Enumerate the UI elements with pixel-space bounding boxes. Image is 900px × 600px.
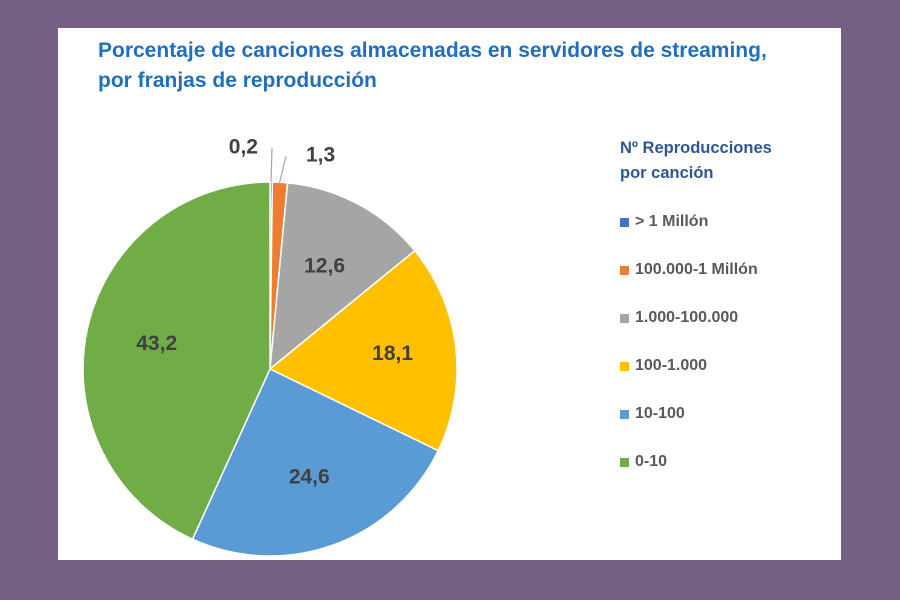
chart-title: Porcentaje de canciones almacenadas en s… xyxy=(98,36,798,96)
legend-item-4: 10-100 xyxy=(620,390,830,438)
data-label-0: 0,2 xyxy=(229,136,258,159)
legend-item-0: > 1 Millón xyxy=(620,198,830,246)
legend-swatch-1 xyxy=(620,265,629,275)
legend: Nº Reproducciones por canción > 1 Millón… xyxy=(620,136,830,486)
pie-slice-5 xyxy=(82,181,271,541)
legend-title: Nº Reproducciones por canción xyxy=(620,136,830,186)
legend-swatch-0 xyxy=(620,217,629,227)
data-label-2: 12,6 xyxy=(304,254,345,277)
pie-slice-2 xyxy=(269,182,416,371)
pie-slice-3 xyxy=(268,249,458,452)
legend-label-5: 0-10 xyxy=(635,453,668,470)
legend-title-line-2: por canción xyxy=(620,164,714,182)
legend-items: > 1 Millón 100.000-1 Millón 1.000-100.000 1… xyxy=(620,198,830,486)
legend-label-1: 100.000-1 Millón xyxy=(635,261,758,278)
legend-swatch-3 xyxy=(620,361,629,371)
data-label-3: 18,1 xyxy=(372,342,413,365)
data-label-4: 24,6 xyxy=(289,466,330,489)
legend-label-0: > 1 Millón xyxy=(635,213,709,230)
legend-item-2: 1.000-100.000 xyxy=(620,294,830,342)
legend-label-3: 100-1.000 xyxy=(635,357,708,374)
data-label-5: 43,2 xyxy=(136,332,177,355)
legend-label-4: 10-100 xyxy=(635,405,685,422)
legend-item-5: 0-10 xyxy=(620,438,830,486)
leader-line-1 xyxy=(278,155,287,186)
chart-card: Porcentaje de canciones almacenadas en s… xyxy=(58,28,841,560)
legend-item-1: 100.000-1 Millón xyxy=(620,246,830,294)
chart-title-line-1: Porcentaje de canciones almacenadas en s… xyxy=(98,39,767,62)
legend-title-line-1: Nº Reproducciones xyxy=(620,139,772,157)
legend-label-2: 1.000-100.000 xyxy=(635,309,739,326)
legend-swatch-4 xyxy=(620,409,629,419)
pie-slice-4 xyxy=(191,367,440,557)
leader-line-0 xyxy=(270,147,273,184)
legend-swatch-5 xyxy=(620,457,629,467)
chart-title-line-2: por franjas de reproducción xyxy=(98,69,377,92)
legend-item-3: 100-1.000 xyxy=(620,342,830,390)
legend-swatch-2 xyxy=(620,313,629,323)
pie-chart: 0,2 1,3 12,6 18,1 24,6 43,2 xyxy=(82,136,458,557)
data-label-1: 1,3 xyxy=(306,144,335,167)
